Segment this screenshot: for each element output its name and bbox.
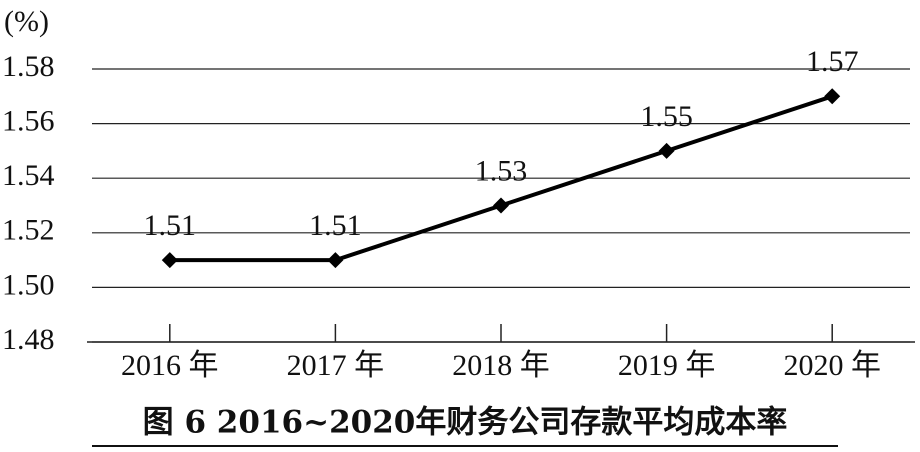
y-tick-label: 1.48 — [2, 323, 55, 356]
data-label: 1.53 — [475, 154, 528, 187]
marker — [327, 252, 344, 269]
y-tick-label: 1.50 — [2, 268, 55, 301]
chart-title: 图 6 2016~2020年财务公司存款平均成本率 — [143, 405, 788, 441]
marker — [493, 197, 509, 214]
marker — [824, 88, 841, 105]
data-label: 1.51 — [309, 209, 362, 242]
y-axis-unit: (%) — [4, 5, 49, 38]
data-label: 1.55 — [640, 100, 693, 133]
y-tick-label: 1.52 — [2, 214, 55, 247]
y-tick-label: 1.58 — [2, 50, 55, 83]
x-tick-label: 2019 年 — [618, 349, 716, 382]
data-label: 1.51 — [144, 209, 197, 242]
y-tick-label: 1.54 — [2, 159, 55, 192]
data-label: 1.57 — [806, 45, 859, 78]
marker — [658, 142, 675, 159]
x-tick-label: 2018 年 — [452, 349, 550, 382]
marker — [161, 252, 178, 269]
x-tick-label: 2017 年 — [287, 349, 385, 382]
y-tick-label: 1.56 — [2, 104, 55, 137]
x-tick-label: 2016 年 — [121, 349, 219, 382]
x-tick-label: 2020 年 — [783, 349, 881, 382]
